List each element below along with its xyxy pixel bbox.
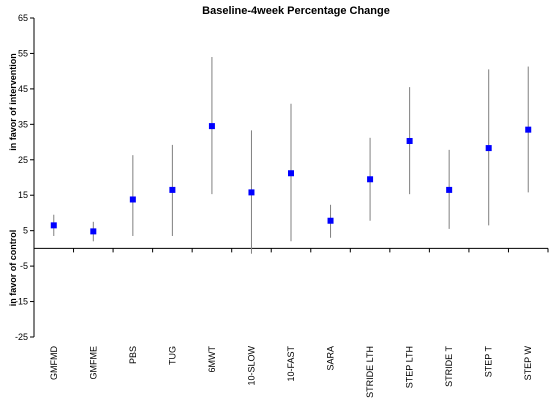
data-point [90,228,97,235]
data-point [525,126,532,133]
x-tick-label: STRIDE LTH [365,346,375,398]
data-point [169,186,176,193]
x-tick-label: PBS [128,346,138,364]
y-tick-label: -25 [15,332,28,342]
x-tick-label: STEP W [523,345,533,380]
data-point [367,176,374,183]
x-tick-label: STEP LTH [405,346,415,388]
x-tick-label: STEP T [484,346,494,378]
data-point [50,222,57,229]
y-tick-label: 65 [18,13,28,23]
data-marks [50,56,532,254]
x-tick-label: TUG [167,346,177,365]
data-point [406,137,413,144]
data-point [446,186,453,193]
x-tick-label: GMFMD [49,346,59,380]
y-tick-label: 35 [18,119,28,129]
x-tick-label: 6MWT [207,346,217,373]
data-point [129,196,136,203]
y-tick-label: 45 [18,84,28,94]
data-point [208,123,215,130]
y-tick-label: 5 [23,226,28,236]
x-tick-label: SARA [326,346,336,371]
y-tick-label: 55 [18,48,28,58]
y-ticks: -25 -15 -5 5 15 25 35 45 55 65 [15,13,34,342]
x-tick-label: GMFME [88,346,98,380]
y-tick-label: -5 [20,261,28,271]
data-point [248,189,255,196]
x-tick-label: STRIDE T [444,346,454,387]
chart-title: Baseline-4week Percentage Change [202,5,390,17]
y-tick-label: 25 [18,155,28,165]
x-tick-label: 10-FAST [286,346,296,382]
data-point [327,217,334,224]
data-point [485,145,492,152]
x-axis: GMFMD GMFME PBS TUG 6MWT 10-SLOW 10-FAST SARA ST… [33,247,549,398]
y-label-positive: in favor of intervention [8,53,18,151]
y-label-negative: in favor of control [8,230,18,307]
y-tick-label: 15 [18,190,28,200]
x-tick-label: 10-SLOW [246,345,256,385]
data-point [288,170,294,177]
y-tick-label: -15 [15,297,28,307]
